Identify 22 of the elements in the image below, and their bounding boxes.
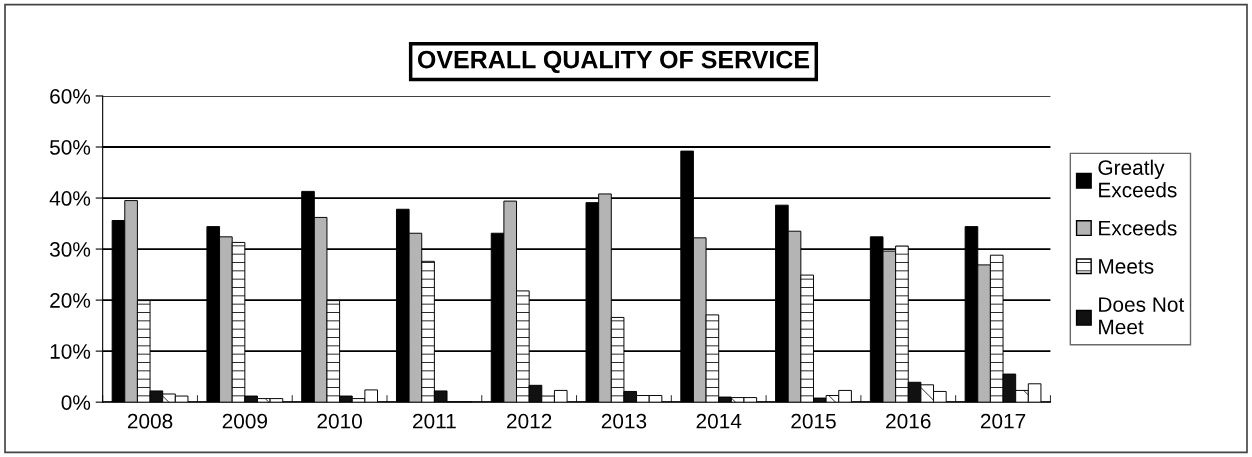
x-tick-label: 2016	[886, 413, 931, 429]
x-tick-label: 2009	[222, 413, 268, 429]
x-tick-label: 2015	[791, 413, 836, 429]
x-tick-label: 2013	[601, 413, 647, 429]
x-tick-label: 2011	[413, 413, 456, 429]
x-tick-label: 2017	[980, 413, 1026, 429]
legend-label: Exceeds	[1099, 220, 1177, 236]
y-tick-label: 60%	[50, 88, 91, 104]
y-tick-label: 0%	[61, 395, 91, 410]
y-tick-label: 40%	[49, 191, 91, 206]
x-tick-label: 2008	[127, 413, 173, 429]
y-tick-label: 50%	[50, 140, 91, 155]
legend-label: Greatly Exceeds	[1098, 159, 1177, 198]
legend-label: Meets	[1099, 259, 1154, 274]
y-tick-label: 10%	[50, 344, 91, 359]
x-tick-label: 2010	[317, 413, 362, 429]
y-tick-label: 20%	[50, 293, 91, 308]
legend-label: Does Not Meet	[1099, 297, 1185, 335]
chart-title: OVERALL QUALITY OF SERVICE	[417, 50, 810, 74]
x-tick-label: 2012	[507, 413, 552, 429]
y-tick-label: 30%	[49, 242, 91, 257]
x-tick-label: 2014	[696, 413, 742, 429]
